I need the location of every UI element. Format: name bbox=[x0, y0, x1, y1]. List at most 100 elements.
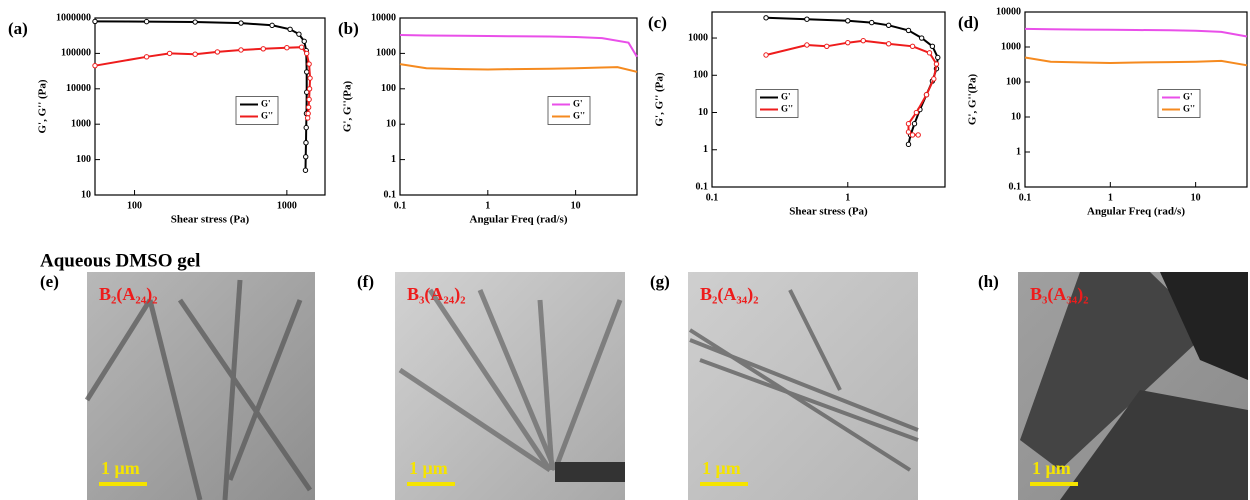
y-tick-label: 1000 bbox=[71, 118, 91, 129]
y-tick-label: 10 bbox=[81, 189, 91, 200]
legend-entry: G'' bbox=[781, 104, 793, 114]
section-title: Aqueous DMSO gel bbox=[40, 250, 200, 271]
data-point bbox=[919, 36, 923, 40]
data-line bbox=[95, 21, 307, 170]
x-tick-label: 1000 bbox=[277, 200, 297, 211]
data-point bbox=[764, 16, 768, 20]
data-point bbox=[914, 110, 918, 114]
plot-frame bbox=[1025, 12, 1247, 187]
data-point bbox=[307, 97, 311, 101]
y-tick-label: 1000 bbox=[376, 48, 396, 59]
y-tick-label: 100000 bbox=[61, 48, 91, 59]
sample-label: B₃(A₃₄)₂ bbox=[1030, 284, 1089, 305]
x-axis-label: Shear stress (Pa) bbox=[171, 214, 250, 226]
data-point bbox=[93, 63, 97, 67]
data-point bbox=[846, 19, 850, 23]
plot-frame bbox=[400, 18, 637, 195]
data-point bbox=[193, 20, 197, 24]
y-axis-label: G', G'' (Pa) bbox=[37, 79, 49, 133]
scale-bar-label: 1 μm bbox=[101, 458, 140, 478]
panel-label: (d) bbox=[958, 13, 979, 32]
data-point bbox=[934, 62, 938, 66]
data-point bbox=[306, 105, 310, 109]
data-point bbox=[305, 51, 309, 55]
data-point bbox=[906, 130, 910, 134]
data-line bbox=[400, 64, 637, 72]
x-tick-label: 0.1 bbox=[706, 192, 719, 203]
y-tick-label: 1 bbox=[1016, 146, 1021, 157]
data-point bbox=[239, 21, 243, 25]
data-point bbox=[285, 45, 289, 49]
y-tick-label: 1000000 bbox=[56, 12, 91, 23]
y-tick-label: 10 bbox=[1011, 111, 1021, 122]
sample-label: B₂(A₂₄)₂ bbox=[99, 284, 158, 305]
data-point bbox=[930, 44, 934, 48]
y-tick-label: 1 bbox=[703, 144, 708, 155]
data-point bbox=[308, 76, 312, 80]
x-tick-label: 1 bbox=[845, 192, 850, 203]
panel-label: (b) bbox=[338, 19, 359, 38]
data-point bbox=[916, 133, 920, 137]
data-point bbox=[304, 125, 308, 129]
data-point bbox=[306, 111, 310, 115]
data-point bbox=[93, 19, 97, 23]
x-tick-label: 1 bbox=[485, 200, 490, 211]
data-point bbox=[886, 23, 890, 27]
data-point bbox=[927, 51, 931, 55]
data-point bbox=[215, 50, 219, 54]
data-line bbox=[766, 41, 937, 135]
panel-label: (a) bbox=[8, 19, 28, 38]
sample-label: B₂(A₃₄)₂ bbox=[700, 284, 759, 305]
y-tick-label: 10 bbox=[386, 118, 396, 129]
data-point bbox=[869, 20, 873, 24]
data-point bbox=[144, 19, 148, 23]
scale-bar-label: 1 μm bbox=[702, 458, 741, 478]
y-tick-label: 10 bbox=[698, 107, 708, 118]
x-tick-label: 0.1 bbox=[394, 200, 407, 211]
x-axis-label: Angular Freq (rad/s) bbox=[470, 214, 568, 226]
y-axis-label: G', G''(Pa) bbox=[967, 74, 979, 126]
data-point bbox=[193, 52, 197, 56]
data-point bbox=[932, 77, 936, 81]
data-line bbox=[766, 18, 938, 145]
data-point bbox=[886, 42, 890, 46]
data-point bbox=[912, 122, 916, 126]
legend-entry: G' bbox=[1183, 92, 1193, 102]
legend-entry: G' bbox=[781, 92, 791, 102]
legend-entry: G'' bbox=[261, 111, 273, 121]
x-tick-label: 0.1 bbox=[1019, 192, 1032, 203]
plot-frame bbox=[95, 18, 325, 195]
data-point bbox=[239, 48, 243, 52]
data-point bbox=[305, 116, 309, 120]
data-point bbox=[805, 43, 809, 47]
panel-label: (e) bbox=[40, 272, 59, 291]
y-tick-label: 100 bbox=[693, 70, 708, 81]
data-point bbox=[305, 70, 309, 74]
y-tick-label: 1 bbox=[391, 154, 396, 165]
plot-frame bbox=[712, 12, 945, 187]
data-point bbox=[297, 32, 301, 36]
page: Aqueous DMSO gel (a)10100100010000100000… bbox=[0, 0, 1250, 500]
y-tick-label: 0.1 bbox=[384, 189, 397, 200]
data-point bbox=[906, 28, 910, 32]
x-tick-label: 10 bbox=[571, 200, 581, 211]
y-tick-label: 100 bbox=[76, 154, 91, 165]
scale-bar-label: 1 μm bbox=[1032, 458, 1071, 478]
y-tick-label: 100 bbox=[1006, 76, 1021, 87]
panel-label: (g) bbox=[650, 272, 670, 291]
data-line bbox=[400, 35, 637, 57]
data-point bbox=[144, 55, 148, 59]
data-point bbox=[906, 142, 910, 146]
data-point bbox=[846, 40, 850, 44]
scale-bar-label: 1 μm bbox=[409, 458, 448, 478]
legend-entry: G' bbox=[573, 99, 583, 109]
data-point bbox=[167, 51, 171, 55]
x-tick-label: 10 bbox=[1191, 192, 1201, 203]
y-axis-label: G', G'' (Pa) bbox=[654, 72, 666, 126]
panel-label: (c) bbox=[648, 13, 667, 32]
x-axis-label: Angular Freq (rad/s) bbox=[1087, 206, 1185, 218]
figure: Aqueous DMSO gel (a)10100100010000100000… bbox=[0, 0, 1250, 500]
y-tick-label: 1000 bbox=[1001, 41, 1021, 52]
data-point bbox=[307, 62, 311, 66]
legend-entry: G'' bbox=[573, 111, 585, 121]
